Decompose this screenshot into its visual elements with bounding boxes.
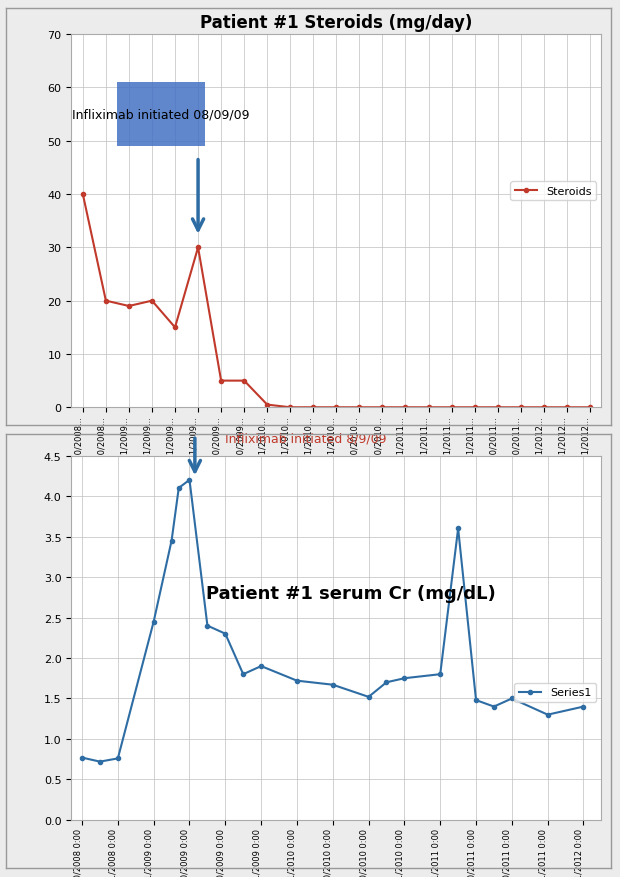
Steroids — [79, 189, 87, 200]
Series1 — [168, 536, 175, 546]
Series1 — [383, 677, 390, 688]
Series1 — [293, 675, 301, 686]
Steroids — [218, 376, 225, 387]
Legend: Series1: Series1 — [515, 683, 596, 702]
Series1 — [329, 680, 337, 690]
Steroids — [264, 400, 271, 410]
Series1 — [472, 695, 480, 706]
Series1 — [78, 752, 86, 763]
Series1 — [544, 709, 551, 720]
Steroids — [171, 323, 179, 333]
Steroids — [517, 403, 525, 413]
Steroids — [448, 403, 455, 413]
Steroids — [332, 403, 340, 413]
Series1 — [204, 621, 211, 631]
Series1 — [401, 674, 408, 684]
FancyBboxPatch shape — [117, 83, 205, 146]
Line: Series1: Series1 — [80, 478, 585, 764]
Legend: Steroids: Steroids — [510, 182, 596, 201]
Series1 — [221, 629, 229, 639]
Steroids — [586, 403, 593, 413]
Series1 — [96, 757, 104, 767]
Series1 — [436, 669, 444, 680]
Series1 — [186, 475, 193, 486]
Text: Infliximab initiated 08/09/09: Infliximab initiated 08/09/09 — [73, 109, 250, 121]
Steroids — [402, 403, 409, 413]
Series1 — [365, 692, 372, 702]
Steroids — [309, 403, 317, 413]
Series1 — [580, 702, 587, 712]
Series1 — [490, 702, 498, 712]
Series1 — [239, 669, 247, 680]
Series1 — [454, 524, 462, 534]
Steroids — [425, 403, 432, 413]
Steroids — [563, 403, 570, 413]
Steroids — [102, 296, 110, 307]
Steroids — [471, 403, 479, 413]
Steroids — [286, 403, 294, 413]
Steroids — [125, 302, 133, 312]
Line: Steroids: Steroids — [81, 193, 592, 410]
Title: Patient #1 Steroids (mg/day): Patient #1 Steroids (mg/day) — [200, 14, 472, 32]
Series1 — [508, 694, 516, 704]
Text: Patient #1 serum Cr (mg/dL): Patient #1 serum Cr (mg/dL) — [206, 585, 495, 602]
Series1 — [175, 483, 182, 494]
Steroids — [194, 243, 202, 253]
Steroids — [379, 403, 386, 413]
Steroids — [241, 376, 248, 387]
Steroids — [540, 403, 547, 413]
Steroids — [148, 296, 156, 307]
Series1 — [257, 661, 265, 672]
Text: Infliximab initiated 8/9/09: Infliximab initiated 8/9/09 — [225, 431, 387, 445]
Series1 — [114, 753, 122, 764]
Steroids — [494, 403, 502, 413]
Series1 — [150, 617, 157, 627]
Steroids — [356, 403, 363, 413]
